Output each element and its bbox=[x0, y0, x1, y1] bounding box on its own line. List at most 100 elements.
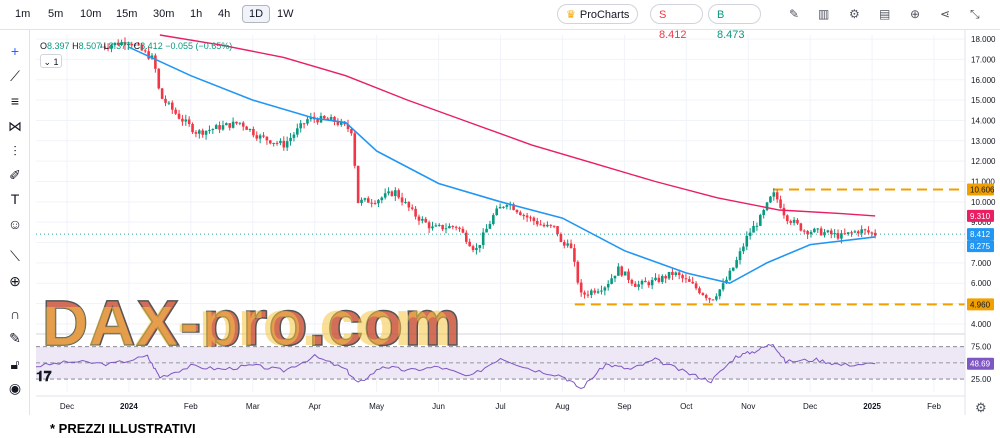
chart-type-icon[interactable]: ▤ bbox=[879, 7, 891, 21]
lock-icon[interactable]: 🔓︎ bbox=[10, 356, 20, 372]
candle-body bbox=[769, 196, 772, 203]
pencil-icon[interactable]: ✎ bbox=[789, 7, 800, 21]
timeframe-1d[interactable]: 1D bbox=[242, 5, 271, 23]
open-label: O bbox=[40, 41, 48, 51]
candle-body bbox=[789, 221, 793, 223]
candle-body bbox=[657, 277, 661, 282]
settings-icon[interactable]: ⚙ bbox=[849, 7, 860, 21]
indicators-icon[interactable]: ▥ bbox=[818, 7, 830, 21]
candle-body bbox=[829, 230, 833, 235]
price-badge-label: 8.275 bbox=[970, 242, 991, 251]
price-tick-label: 15.000 bbox=[971, 96, 996, 105]
candle-body bbox=[316, 119, 319, 123]
add-icon[interactable]: ⊕ bbox=[910, 7, 921, 21]
candle-body bbox=[552, 225, 556, 227]
candle-body bbox=[562, 242, 566, 246]
lock-drawing-icon[interactable]: ✎ bbox=[9, 330, 21, 346]
trendline-icon[interactable]: ⟋ bbox=[10, 68, 20, 84]
timeframe-5m[interactable]: 5m bbox=[48, 8, 64, 20]
timeframe-1w[interactable]: 1W bbox=[277, 8, 294, 20]
candle-body bbox=[377, 200, 380, 204]
candle-body bbox=[813, 228, 816, 233]
candle-body bbox=[127, 43, 130, 46]
buy-button[interactable]: B 8.473 bbox=[708, 4, 761, 41]
candle-body bbox=[610, 278, 613, 284]
fullscreen-icon[interactable]: ⤡ bbox=[970, 7, 980, 21]
candle-body bbox=[248, 128, 252, 130]
candle-body bbox=[373, 202, 377, 204]
candle-body bbox=[170, 102, 174, 110]
candle-body bbox=[160, 88, 164, 99]
top-toolbar: 1m 5m 10m 15m 30m 1h 4h 1D 1W ♛ ProCharts… bbox=[0, 0, 1000, 41]
candle-body bbox=[762, 210, 765, 216]
ruler-icon[interactable]: ⟍ bbox=[10, 248, 20, 264]
collapse-indicators-button[interactable]: ⌄ 1 bbox=[40, 54, 62, 68]
chart-grid bbox=[36, 35, 965, 392]
text-icon[interactable]: T bbox=[10, 191, 20, 207]
ohlc-legend: O8.397 H8.507 L8.377 C8.412 −0.055 (−0.6… bbox=[40, 41, 232, 51]
candle-body bbox=[481, 232, 485, 245]
time-tick-label: May bbox=[369, 402, 384, 411]
candle-body bbox=[644, 280, 647, 283]
candle-body bbox=[539, 224, 542, 226]
magnet-icon[interactable]: ∩ bbox=[9, 306, 21, 322]
price-tick-label: 17.000 bbox=[971, 55, 996, 64]
candle-body bbox=[559, 234, 563, 243]
timeframe-4h[interactable]: 4h bbox=[218, 8, 231, 20]
timeframe-1h[interactable]: 1h bbox=[190, 8, 203, 20]
candle-body bbox=[867, 230, 870, 233]
candle-body bbox=[738, 251, 742, 261]
eye-icon[interactable]: ◉ bbox=[8, 380, 22, 396]
timeframe-15m[interactable]: 15m bbox=[116, 8, 138, 20]
candle-body bbox=[870, 232, 874, 234]
sell-button[interactable]: S 8.412 bbox=[650, 4, 703, 41]
crosshair-icon[interactable]: + bbox=[10, 43, 20, 59]
projection-icon[interactable]: ⫶ bbox=[13, 143, 17, 159]
candle-body bbox=[363, 198, 367, 200]
change-value: −0.055 (−0.65%) bbox=[165, 41, 233, 51]
collapse-count: 1 bbox=[53, 57, 59, 67]
pattern-icon[interactable]: ⋈ bbox=[8, 118, 22, 134]
candle-body bbox=[569, 243, 573, 249]
candle-body bbox=[856, 231, 860, 234]
candle-body bbox=[772, 192, 776, 197]
time-tick-label: Dec bbox=[803, 402, 817, 411]
zoom-icon[interactable]: ⊕ bbox=[9, 273, 21, 289]
candle-body bbox=[650, 280, 654, 286]
axis-settings-icon[interactable]: ⚙ bbox=[975, 400, 987, 415]
candle-body bbox=[174, 109, 177, 114]
candle-body bbox=[691, 281, 695, 284]
timeframe-1m[interactable]: 1m bbox=[15, 8, 31, 20]
candle-body bbox=[279, 140, 282, 144]
candle-body bbox=[275, 142, 279, 144]
candle-body bbox=[863, 229, 867, 231]
candle-body bbox=[228, 123, 232, 128]
candle-body bbox=[525, 215, 529, 218]
candle-body bbox=[441, 224, 444, 230]
timeframe-30m[interactable]: 30m bbox=[153, 8, 175, 20]
candle-body bbox=[198, 130, 201, 134]
brush-icon[interactable]: ✐ bbox=[9, 167, 21, 183]
candle-body bbox=[133, 44, 137, 46]
candle-body bbox=[579, 282, 583, 293]
fib-icon[interactable]: ≡ bbox=[10, 93, 20, 109]
candle-body bbox=[586, 294, 590, 296]
candle-body bbox=[623, 271, 627, 276]
price-tick-label: 4.000 bbox=[971, 320, 992, 329]
candle-body bbox=[417, 216, 421, 221]
candle-body bbox=[731, 267, 735, 271]
candle-body bbox=[323, 115, 326, 119]
share-icon[interactable]: ⋖ bbox=[940, 7, 951, 21]
price-tick-label: 7.000 bbox=[971, 259, 992, 268]
candle-body bbox=[593, 290, 597, 293]
emoji-icon[interactable]: ☺ bbox=[7, 216, 23, 232]
candle-body bbox=[694, 283, 698, 289]
candle-body bbox=[758, 215, 762, 226]
candle-body bbox=[424, 218, 428, 223]
candle-body bbox=[218, 125, 221, 130]
candle-body bbox=[860, 229, 863, 234]
timeframe-10m[interactable]: 10m bbox=[80, 8, 102, 20]
procharts-button[interactable]: ♛ ProCharts bbox=[557, 4, 638, 24]
candle-body bbox=[387, 191, 390, 194]
